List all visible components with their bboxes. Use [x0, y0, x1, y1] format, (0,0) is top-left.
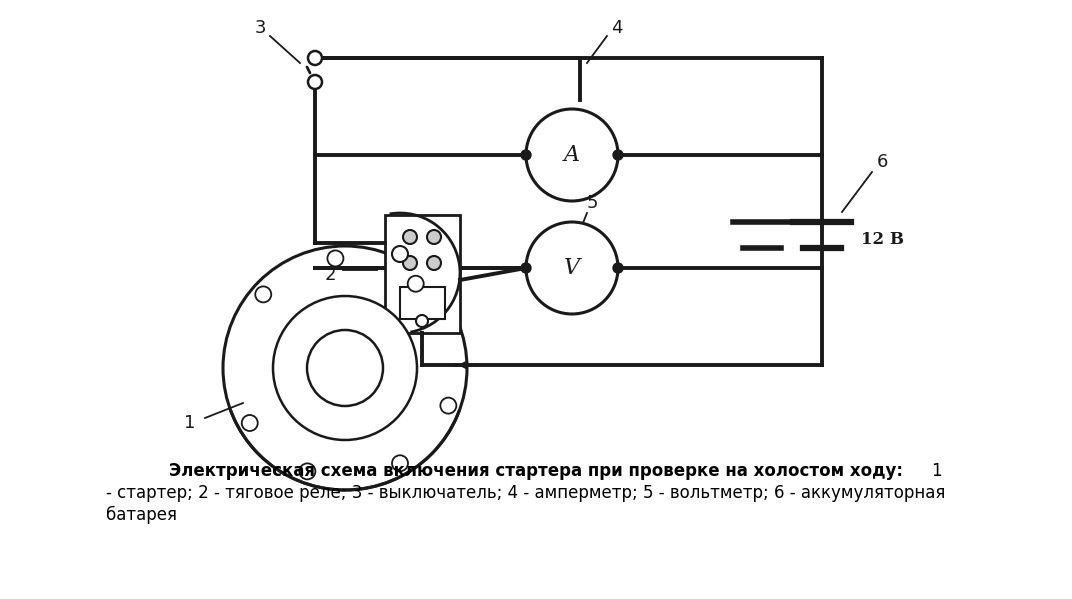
- Text: батарея: батарея: [106, 506, 177, 524]
- Circle shape: [441, 398, 457, 414]
- Text: 5: 5: [586, 194, 598, 212]
- Circle shape: [392, 246, 408, 262]
- Circle shape: [299, 464, 315, 479]
- Text: A: A: [564, 144, 580, 166]
- Text: 12 В: 12 В: [861, 231, 904, 249]
- Circle shape: [308, 51, 322, 65]
- Circle shape: [392, 455, 408, 471]
- Circle shape: [403, 230, 417, 244]
- Circle shape: [308, 75, 322, 89]
- Circle shape: [526, 222, 617, 314]
- Text: 4: 4: [611, 19, 623, 37]
- Text: 1: 1: [930, 462, 941, 480]
- Circle shape: [273, 296, 417, 440]
- Circle shape: [307, 330, 383, 406]
- Circle shape: [613, 263, 623, 273]
- Text: Электрическая схема включения стартера при проверке на холостом ходу:: Электрическая схема включения стартера п…: [169, 462, 903, 480]
- Text: - стартер; 2 - тяговое реле; 3 - выключатель; 4 - амперметр; 5 - вольтметр; 6 - : - стартер; 2 - тяговое реле; 3 - выключа…: [106, 484, 946, 502]
- Circle shape: [526, 109, 617, 201]
- Bar: [400, 287, 445, 319]
- Text: 3: 3: [254, 19, 266, 37]
- Circle shape: [223, 246, 467, 490]
- Circle shape: [521, 150, 531, 160]
- Circle shape: [403, 256, 417, 270]
- Circle shape: [407, 276, 423, 292]
- Text: 6: 6: [876, 153, 888, 171]
- Text: 2: 2: [324, 266, 336, 284]
- Bar: [385, 215, 460, 333]
- Circle shape: [521, 263, 531, 273]
- Circle shape: [427, 230, 441, 244]
- Text: 1: 1: [184, 414, 196, 432]
- Circle shape: [427, 256, 441, 270]
- Circle shape: [255, 286, 271, 302]
- Circle shape: [242, 415, 257, 431]
- Circle shape: [613, 150, 623, 160]
- Text: V: V: [564, 257, 580, 279]
- Circle shape: [416, 315, 428, 327]
- Circle shape: [327, 250, 343, 267]
